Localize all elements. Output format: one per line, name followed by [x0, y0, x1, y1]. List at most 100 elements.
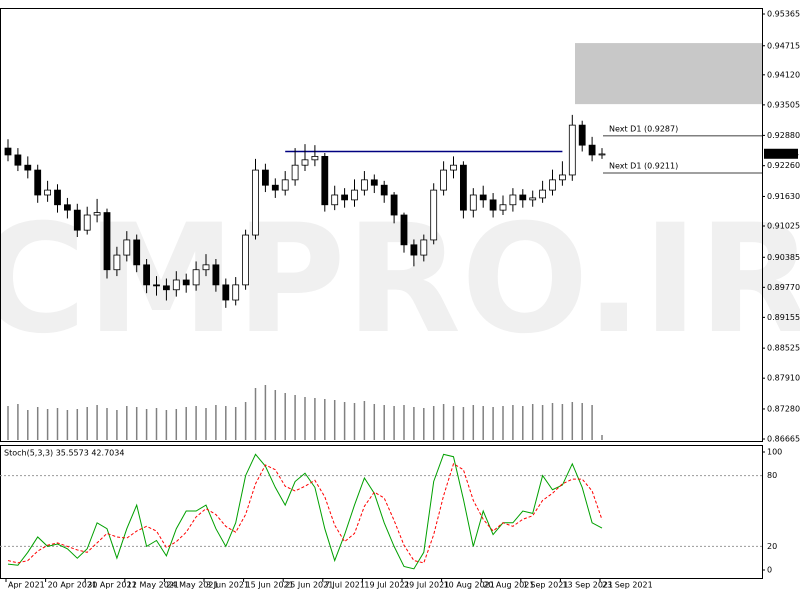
candle-body [4, 147, 12, 156]
x-tick-label: 1 Sep 2021 [523, 581, 569, 590]
x-tick-label: 25 Jun 2021 [285, 581, 333, 590]
y-tick-label: 0.93505 [767, 100, 800, 109]
candle-body [232, 284, 240, 301]
candle-body [390, 194, 398, 216]
candle-body [321, 155, 329, 206]
candle-body [559, 174, 566, 181]
candle-body [549, 179, 556, 191]
candle-body [271, 184, 279, 191]
y-tick-label: 0.95365 [767, 10, 800, 19]
y-tick-label: 0.91630 [767, 192, 800, 201]
candle-body [24, 164, 32, 171]
x-tick-label: 15 Jun 2021 [246, 581, 294, 590]
candle-body [331, 194, 339, 206]
candle-body [123, 239, 131, 256]
x-tick-label: 20 Aug 2021 [483, 581, 534, 590]
candle-body [459, 164, 467, 211]
candle-body [261, 169, 269, 186]
candle-body [143, 264, 151, 286]
y-tick-label: 20 [767, 542, 777, 551]
candle-body [578, 124, 586, 146]
x-tick-label: 7 Jul 2021 [325, 581, 365, 590]
candle-body [360, 179, 368, 191]
y-tick-label: 0.89770 [767, 283, 800, 292]
current-price-label: 0.92504 [766, 149, 799, 158]
candle-body [34, 169, 42, 196]
x-tick-label: 29 Jul 2021 [404, 581, 449, 590]
x-tick-label: 24 May 2021 [166, 581, 218, 590]
y-tick-label: 0.90385 [767, 253, 800, 262]
candle-body [499, 204, 507, 211]
y-tick-label: 0.86665 [767, 435, 800, 444]
candle-body [489, 199, 497, 211]
x-tick-label: 10 Aug 2021 [444, 581, 495, 590]
x-tick-label: 13 Sep 2021 [562, 581, 613, 590]
candle-body [14, 154, 22, 166]
y-tick-label: 0 [767, 566, 772, 575]
candle-body [113, 254, 121, 271]
y-tick-label: 0.89155 [767, 313, 800, 322]
candle-body [93, 212, 101, 216]
candle-body [103, 212, 111, 271]
y-tick-label: 0.92880 [767, 131, 800, 140]
y-tick-label: 0.92260 [767, 161, 800, 170]
candle-body [598, 153, 606, 156]
candle-body [64, 204, 71, 211]
y-tick-label: 100 [767, 448, 782, 457]
candle-body [519, 194, 527, 201]
candle-body [301, 159, 309, 166]
candle-body [400, 214, 408, 246]
candle-body [539, 189, 546, 199]
main-frame [0, 8, 763, 442]
candle-body [222, 284, 230, 301]
annotation-label: Next D1 (0.9287) [609, 124, 678, 133]
candle-body [479, 194, 487, 201]
candle-body [202, 264, 210, 271]
candle-body [420, 239, 428, 256]
candle-body [73, 209, 81, 231]
y-tick-label: 0.94120 [767, 70, 800, 79]
y-tick-label: 80 [767, 471, 777, 480]
y-tick-label: 0.94715 [767, 41, 800, 50]
candle-body [291, 164, 299, 181]
candle-body [440, 169, 448, 191]
candle-body [341, 194, 349, 201]
candle-body [83, 214, 91, 231]
candle-body [351, 189, 358, 201]
candle-body [509, 194, 517, 206]
x-tick-label: 12 May 2021 [127, 581, 179, 590]
zone [575, 43, 762, 105]
x-tick-label: 19 Jul 2021 [364, 581, 409, 590]
x-tick-label: 3 Jun 2021 [206, 581, 249, 590]
candle-body [410, 244, 418, 256]
candle-body [133, 239, 141, 266]
candle-body [172, 279, 180, 291]
y-tick-label: 0.87910 [767, 374, 800, 383]
candle-body [430, 189, 438, 241]
x-tick-label: Apr 2021 [8, 581, 45, 590]
x-tick-label: 30 Apr 2021 [87, 581, 136, 590]
x-tick-label: 23 Sep 2021 [602, 581, 653, 590]
candle-body [281, 179, 289, 191]
candle-body [529, 197, 537, 201]
y-tick-label: 0.87280 [767, 404, 800, 413]
candle-body [182, 279, 190, 286]
candle-body [242, 234, 250, 286]
stoch-label: Stoch(5,3,3) 35.5573 42.7034 [4, 449, 124, 458]
candle-body [252, 169, 259, 236]
candle-body [192, 269, 200, 286]
annotation-label: Next D1 (0.9211) [609, 162, 678, 171]
candle-body [469, 194, 477, 211]
candle-body [380, 184, 388, 196]
y-tick-label: 0.88525 [767, 344, 800, 353]
candle-body [44, 189, 51, 196]
candle-body [54, 189, 61, 206]
stoch-frame [0, 445, 763, 579]
candle-body [568, 124, 576, 176]
candle-body [153, 284, 160, 287]
y-tick-label: 0.91025 [767, 222, 800, 231]
candle-body [450, 164, 457, 171]
current-price-box [764, 148, 798, 159]
